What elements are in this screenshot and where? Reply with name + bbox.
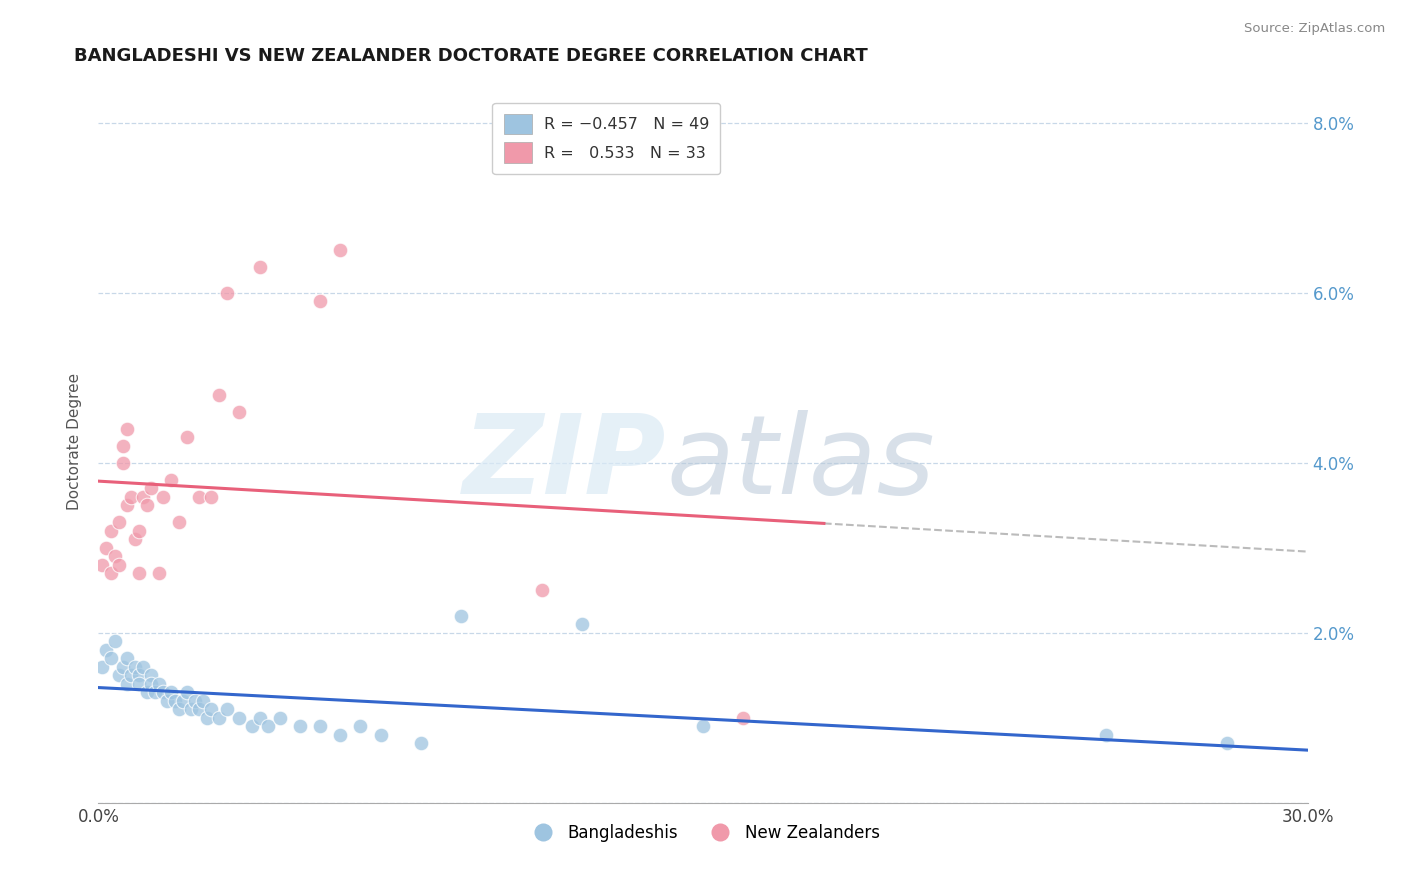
Point [188, 702, 211, 716]
Point [176, 685, 198, 699]
Point [115, 498, 138, 512]
Point [115, 422, 138, 436]
Point [128, 677, 150, 691]
Point [163, 694, 186, 708]
Point [120, 490, 142, 504]
Point [148, 677, 170, 691]
Point [135, 498, 157, 512]
Point [530, 583, 553, 598]
Point [139, 668, 162, 682]
Point [156, 694, 179, 708]
Point [200, 702, 222, 716]
Point [692, 719, 714, 733]
Point [195, 711, 218, 725]
Point [135, 685, 157, 699]
Point [91, 558, 114, 572]
Point [208, 711, 231, 725]
Point [188, 490, 211, 504]
Point [107, 668, 129, 682]
Point [103, 634, 125, 648]
Point [128, 668, 150, 682]
Point [309, 294, 332, 309]
Point [249, 711, 271, 725]
Point [124, 533, 146, 547]
Point [450, 608, 472, 623]
Point [733, 711, 755, 725]
Text: ZIP: ZIP [463, 409, 666, 516]
Point [200, 490, 222, 504]
Point [115, 677, 138, 691]
Point [111, 439, 134, 453]
Point [100, 524, 122, 538]
Point [107, 516, 129, 530]
Point [167, 702, 190, 716]
Point [228, 405, 250, 419]
Point [124, 660, 146, 674]
Point [152, 685, 174, 699]
Point [100, 566, 122, 581]
Point [143, 685, 166, 699]
Point [103, 549, 125, 564]
Text: atlas: atlas [666, 409, 935, 516]
Point [96, 642, 118, 657]
Point [160, 473, 183, 487]
Point [309, 719, 332, 733]
Point [1095, 728, 1118, 742]
Point [91, 660, 114, 674]
Point [132, 490, 155, 504]
Point [172, 694, 194, 708]
Point [128, 566, 150, 581]
Point [370, 728, 392, 742]
Point [571, 617, 593, 632]
Point [167, 516, 190, 530]
Point [115, 651, 138, 665]
Point [111, 456, 134, 470]
Point [288, 719, 311, 733]
Point [217, 285, 239, 300]
Point [96, 541, 118, 555]
Point [208, 388, 231, 402]
Point [180, 702, 202, 716]
Point [329, 244, 352, 258]
Text: BANGLADESHI VS NEW ZEALANDER DOCTORATE DEGREE CORRELATION CHART: BANGLADESHI VS NEW ZEALANDER DOCTORATE D… [75, 47, 868, 65]
Point [256, 719, 278, 733]
Point [329, 728, 352, 742]
Point [349, 719, 371, 733]
Point [152, 490, 174, 504]
Point [269, 711, 291, 725]
Point [139, 481, 162, 495]
Point [249, 260, 271, 275]
Point [107, 558, 129, 572]
Point [132, 660, 155, 674]
Point [176, 430, 198, 444]
Point [148, 566, 170, 581]
Point [120, 668, 142, 682]
Point [217, 702, 239, 716]
Point [111, 660, 134, 674]
Point [139, 677, 162, 691]
Point [184, 694, 207, 708]
Point [1216, 736, 1239, 750]
Point [160, 685, 183, 699]
Point [100, 651, 122, 665]
Text: Source: ZipAtlas.com: Source: ZipAtlas.com [1244, 22, 1385, 36]
Point [128, 524, 150, 538]
Legend: Bangladeshis, New Zealanders: Bangladeshis, New Zealanders [519, 817, 887, 848]
Point [193, 694, 215, 708]
Point [409, 736, 432, 750]
Point [228, 711, 250, 725]
Y-axis label: Doctorate Degree: Doctorate Degree [67, 373, 83, 510]
Point [240, 719, 263, 733]
